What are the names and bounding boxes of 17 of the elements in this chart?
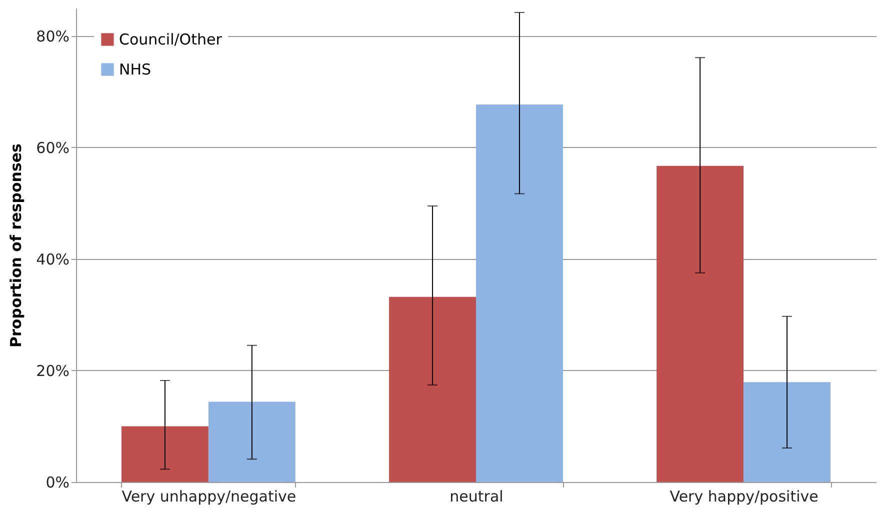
bar xyxy=(744,382,831,482)
legend-label: NHS xyxy=(119,60,152,78)
x-tick-label: Very unhappy/negative xyxy=(122,488,296,506)
bar xyxy=(389,296,476,482)
bar xyxy=(656,166,744,482)
y-tick-label: 20% xyxy=(36,362,70,380)
bar xyxy=(208,402,296,482)
y-tick-label: 80% xyxy=(36,27,70,46)
x-tick-label: Very happy/positive xyxy=(670,488,818,506)
y-tick-label: 60% xyxy=(36,138,70,157)
y-tick-label: 0% xyxy=(46,474,70,492)
bar xyxy=(476,104,563,482)
bar xyxy=(121,426,208,482)
y-axis-title: Proportion of responses xyxy=(7,143,26,348)
x-tick-label: neutral xyxy=(450,488,504,506)
y-tick-label: 40% xyxy=(36,250,70,268)
legend-label: Council/Other xyxy=(119,30,223,48)
